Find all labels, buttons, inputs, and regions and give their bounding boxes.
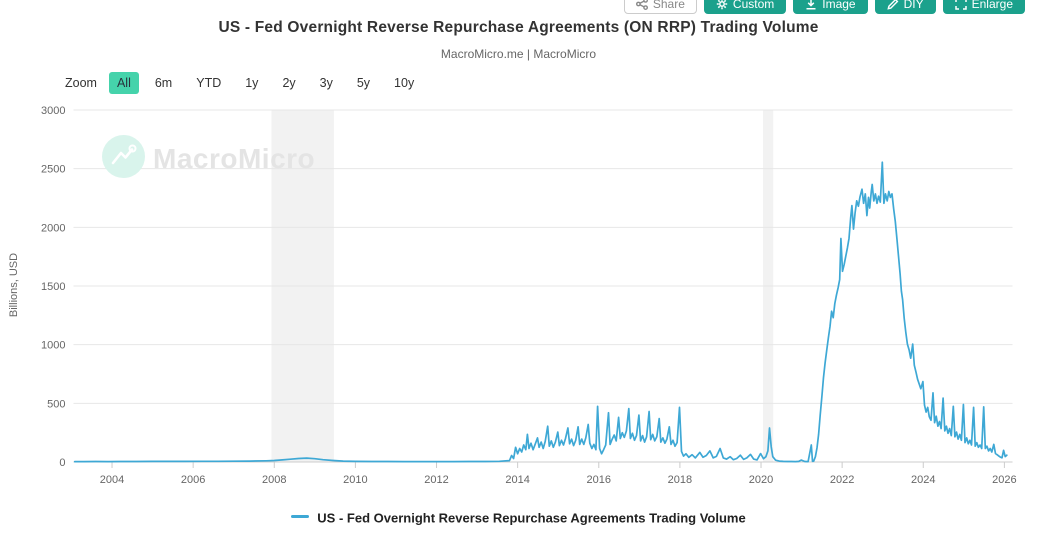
x-tick-label: 2026 [992, 474, 1016, 486]
x-tick-label: 2012 [424, 474, 448, 486]
zoom-option-6m[interactable]: 6m [154, 76, 173, 90]
chart-source: MacroMicro.me | MacroMicro [440, 47, 597, 61]
x-tick-label: 2022 [830, 474, 854, 486]
diy-button[interactable]: DIY [874, 0, 936, 14]
y-tick-label: 0 [59, 457, 65, 469]
custom-button[interactable]: Custom [703, 0, 787, 14]
toolbar: Share Custom Image [623, 0, 1025, 14]
y-tick-label: 2000 [41, 222, 65, 234]
download-icon [805, 0, 817, 10]
legend[interactable]: US - Fed Overnight Reverse Repurchase Ag… [0, 509, 1037, 527]
x-tick-label: 2010 [343, 474, 367, 486]
zoom-option-all[interactable]: All [108, 72, 139, 94]
share-button[interactable]: Share [623, 0, 697, 14]
x-tick-label: 2006 [181, 474, 205, 486]
y-tick-label: 2500 [41, 164, 65, 176]
zoom-bar: Zoom All 6m YTD 1y 2y 3y 5y 10y [65, 72, 430, 94]
y-tick-label: 3000 [41, 105, 65, 117]
x-tick-label: 2024 [911, 474, 935, 486]
page-title: US - Fed Overnight Reverse Repurchase Ag… [218, 19, 819, 36]
zoom-options: All 6m YTD 1y 2y 3y 5y 10y [108, 72, 430, 94]
gear-icon [716, 0, 728, 10]
y-tick-label: 500 [47, 398, 65, 410]
share-label: Share [652, 0, 685, 11]
image-button[interactable]: Image [793, 0, 868, 14]
legend-marker-line [291, 515, 310, 519]
enlarge-icon [954, 0, 967, 10]
share-icon [635, 0, 648, 10]
zoom-option-1y[interactable]: 1y [245, 76, 259, 90]
legend-label: US - Fed Overnight Reverse Repurchase Ag… [317, 510, 746, 526]
enlarge-label: Enlarge [971, 0, 1013, 11]
zoom-option-2y[interactable]: 2y [282, 76, 296, 90]
custom-label: Custom [732, 0, 775, 11]
zoom-option-10y[interactable]: 10y [394, 76, 415, 90]
zoom-option-3y[interactable]: 3y [319, 76, 333, 90]
y-tick-label: 1500 [41, 281, 65, 293]
x-tick-label: 2020 [749, 474, 773, 486]
x-tick-label: 2004 [100, 474, 124, 486]
diy-label: DIY [903, 0, 924, 11]
zoom-label: Zoom [65, 76, 97, 90]
x-tick-label: 2008 [262, 474, 286, 486]
image-label: Image [822, 0, 856, 11]
zoom-option-ytd[interactable]: YTD [196, 76, 222, 90]
y-tick-label: 1000 [41, 340, 65, 352]
x-tick-label: 2018 [668, 474, 692, 486]
enlarge-button[interactable]: Enlarge [942, 0, 1025, 14]
series-line [73, 161, 1008, 463]
x-tick-label: 2016 [587, 474, 611, 486]
zoom-option-5y[interactable]: 5y [356, 76, 371, 90]
x-tick-label: 2014 [505, 474, 529, 486]
pencil-icon [886, 0, 899, 10]
